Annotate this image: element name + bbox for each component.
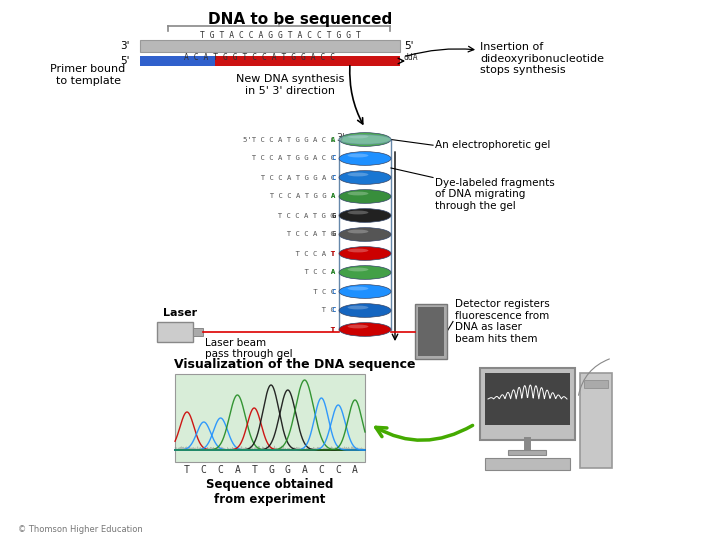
Text: Dye-labeled fragments
of DNA migrating
through the gel: Dye-labeled fragments of DNA migrating t… [435, 178, 554, 211]
Bar [140, 56, 215, 66]
Text: Laser beam
pass through gel: Laser beam pass through gel [205, 338, 292, 359]
Text: T C C A T G G: T C C A T G G [269, 213, 335, 219]
Text: G: G [285, 465, 291, 475]
Text: DNA to be sequenced: DNA to be sequenced [208, 12, 392, 27]
Text: A: A [331, 137, 336, 143]
Text: © Thomson Higher Education: © Thomson Higher Education [18, 525, 143, 534]
Ellipse shape [339, 247, 391, 260]
Bar [140, 40, 400, 52]
Bar [415, 304, 447, 359]
Ellipse shape [348, 268, 369, 272]
Text: G: G [331, 213, 336, 219]
Text: Visualization of the DNA sequence: Visualization of the DNA sequence [174, 358, 415, 371]
Ellipse shape [339, 323, 391, 336]
Text: A C A T G G T C C A T G G A C C: A C A T G G T C C A T G G A C C [184, 52, 336, 62]
Ellipse shape [348, 173, 369, 177]
Ellipse shape [339, 303, 391, 318]
Bar [215, 56, 400, 66]
Text: Detector registers
fluorescence from
DNA as laser
beam hits them: Detector registers fluorescence from DNA… [455, 299, 550, 344]
Ellipse shape [348, 325, 369, 328]
Text: A: A [331, 193, 336, 199]
Bar [584, 380, 608, 388]
Text: A: A [352, 465, 358, 475]
Text: C: C [217, 465, 223, 475]
Text: T: T [292, 327, 335, 333]
Text: T: T [184, 465, 190, 475]
Text: 3': 3' [120, 41, 130, 51]
Text: C: C [318, 465, 324, 475]
Bar [580, 373, 612, 468]
Text: G: G [268, 465, 274, 475]
Text: T C C A T G G A C: T C C A T G G A C [252, 174, 335, 180]
Ellipse shape [348, 248, 369, 252]
Ellipse shape [348, 306, 369, 309]
Ellipse shape [339, 266, 391, 279]
Text: T: T [331, 251, 336, 256]
Text: T C C A T G G A: T C C A T G G A [261, 193, 335, 199]
Text: T C C A T G: T C C A T G [278, 232, 335, 238]
Text: 5': 5' [404, 41, 413, 51]
Ellipse shape [339, 228, 391, 241]
Text: T C C A T G G A C C: T C C A T G G A C C [243, 156, 335, 161]
Text: T C C: T C C [287, 288, 335, 294]
Text: C: C [336, 465, 341, 475]
Ellipse shape [348, 230, 369, 233]
Bar [157, 321, 193, 341]
Ellipse shape [339, 171, 391, 184]
Text: T C C A: T C C A [287, 269, 335, 275]
Text: 5'T C C A T G G A C C: 5'T C C A T G G A C C [243, 137, 335, 143]
Text: T: T [331, 327, 336, 333]
Text: A: A [331, 269, 336, 275]
Ellipse shape [339, 208, 391, 222]
Text: New DNA synthesis
in 5' 3' direction: New DNA synthesis in 5' 3' direction [236, 74, 344, 96]
Ellipse shape [339, 133, 391, 146]
Bar [175, 374, 365, 462]
Ellipse shape [339, 190, 391, 204]
Text: A: A [235, 465, 240, 475]
Text: T C: T C [292, 307, 335, 314]
Text: 3': 3' [337, 133, 346, 143]
Text: Sequence obtained
from experiment: Sequence obtained from experiment [207, 478, 333, 506]
Text: A: A [302, 465, 307, 475]
Text: C: C [331, 288, 336, 294]
Bar [508, 450, 546, 455]
Text: T C C A T: T C C A T [278, 251, 335, 256]
Text: C: C [331, 156, 336, 161]
Ellipse shape [348, 287, 369, 291]
Text: Primer bound
to template: Primer bound to template [50, 64, 125, 86]
Bar [418, 307, 444, 356]
Bar [480, 368, 575, 440]
Ellipse shape [348, 134, 369, 138]
Text: T G T A C C A G G T A C C T G G T: T G T A C C A G G T A C C T G G T [199, 31, 361, 40]
Text: Insertion of
dideoxyribonucleotide
stops synthesis: Insertion of dideoxyribonucleotide stops… [480, 42, 604, 75]
Ellipse shape [339, 285, 391, 298]
Text: C: C [331, 174, 336, 180]
Text: An electrophoretic gel: An electrophoretic gel [435, 140, 550, 150]
Ellipse shape [348, 211, 369, 214]
Text: C: C [201, 465, 207, 475]
Bar [485, 373, 570, 425]
Text: C: C [331, 307, 336, 314]
Text: T: T [251, 465, 257, 475]
Ellipse shape [348, 153, 369, 157]
Text: 5': 5' [120, 56, 130, 66]
Ellipse shape [339, 152, 391, 165]
Text: Laser: Laser [163, 307, 197, 318]
Ellipse shape [348, 192, 369, 195]
Text: G: G [331, 232, 336, 238]
Ellipse shape [339, 135, 391, 144]
Bar [485, 458, 570, 470]
Bar [193, 327, 203, 335]
Text: ddA: ddA [403, 52, 418, 62]
